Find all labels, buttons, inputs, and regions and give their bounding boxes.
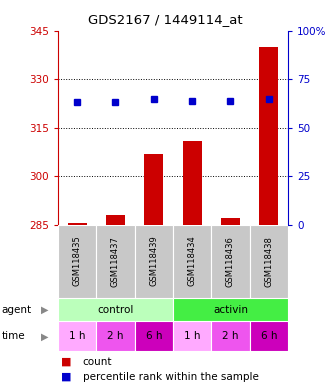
Text: count: count bbox=[83, 357, 112, 367]
Text: GDS2167 / 1449114_at: GDS2167 / 1449114_at bbox=[88, 13, 243, 26]
Text: ▶: ▶ bbox=[41, 305, 48, 314]
Text: 1 h: 1 h bbox=[69, 331, 85, 341]
Text: ■: ■ bbox=[61, 357, 72, 367]
Text: percentile rank within the sample: percentile rank within the sample bbox=[83, 372, 259, 382]
Text: 1 h: 1 h bbox=[184, 331, 200, 341]
Text: time: time bbox=[2, 331, 25, 341]
Bar bbox=[182, 141, 202, 225]
Bar bbox=[173, 298, 288, 321]
Bar bbox=[173, 225, 211, 298]
Bar bbox=[58, 321, 96, 351]
Bar bbox=[221, 218, 240, 225]
Text: 2 h: 2 h bbox=[107, 331, 124, 341]
Bar bbox=[250, 321, 288, 351]
Bar bbox=[144, 154, 164, 225]
Text: 6 h: 6 h bbox=[260, 331, 277, 341]
Bar bbox=[96, 225, 135, 298]
Bar bbox=[106, 215, 125, 225]
Bar bbox=[68, 223, 87, 225]
Bar bbox=[173, 321, 211, 351]
Text: control: control bbox=[97, 305, 134, 314]
Bar bbox=[58, 225, 96, 298]
Bar bbox=[250, 225, 288, 298]
Text: GSM118439: GSM118439 bbox=[149, 236, 158, 286]
Text: agent: agent bbox=[2, 305, 32, 314]
Text: GSM118434: GSM118434 bbox=[188, 236, 197, 286]
Text: GSM118435: GSM118435 bbox=[72, 236, 82, 286]
Text: GSM118438: GSM118438 bbox=[264, 236, 273, 286]
Bar bbox=[211, 225, 250, 298]
Bar bbox=[58, 298, 173, 321]
Text: 2 h: 2 h bbox=[222, 331, 239, 341]
Bar bbox=[259, 47, 278, 225]
Bar bbox=[135, 225, 173, 298]
Bar bbox=[135, 321, 173, 351]
Text: ■: ■ bbox=[61, 372, 72, 382]
Text: activin: activin bbox=[213, 305, 248, 314]
Text: GSM118436: GSM118436 bbox=[226, 236, 235, 286]
Text: GSM118437: GSM118437 bbox=[111, 236, 120, 286]
Bar bbox=[96, 321, 135, 351]
Text: 6 h: 6 h bbox=[146, 331, 162, 341]
Text: ▶: ▶ bbox=[41, 331, 48, 341]
Bar bbox=[211, 321, 250, 351]
